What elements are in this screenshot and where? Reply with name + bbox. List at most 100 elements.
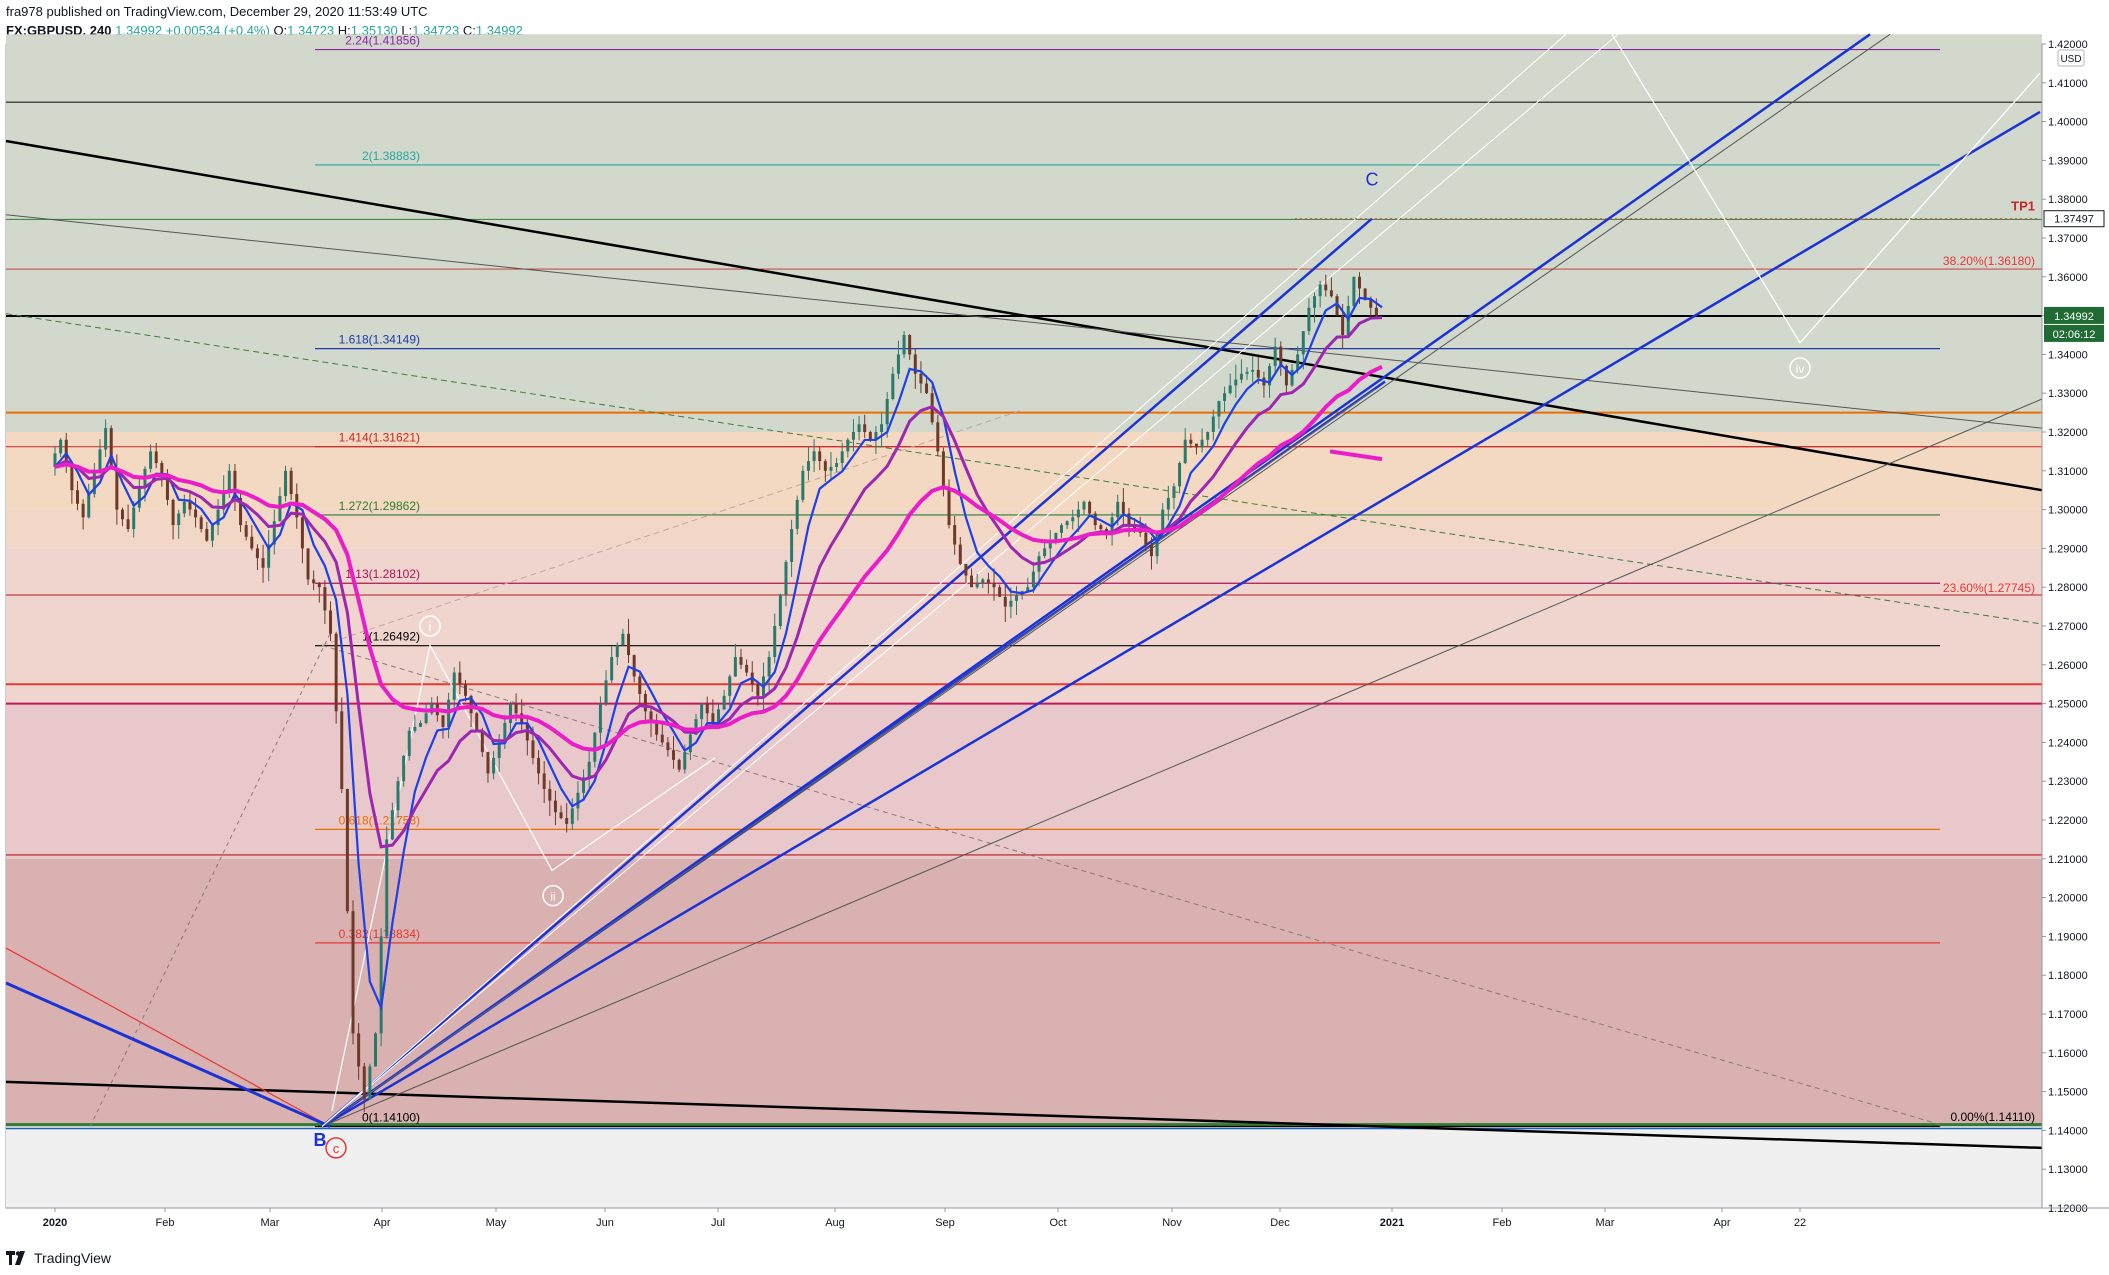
candle-body: [1009, 600, 1013, 607]
descending-trend-line: [5, 139, 2043, 492]
price-axis: [2042, 44, 2109, 1208]
candle-body: [548, 788, 552, 801]
currency-label: USD: [2060, 54, 2081, 65]
candle-body: [475, 713, 479, 731]
wave-label: i: [429, 619, 432, 634]
candle-body: [160, 463, 164, 475]
candle-body: [992, 583, 996, 588]
candle-body: [767, 657, 771, 677]
candle-body: [396, 781, 400, 811]
candle-body: [227, 470, 231, 491]
time-tick-label: Apr: [373, 1217, 390, 1229]
candle-body: [941, 451, 945, 489]
moving-average-line: [54, 296, 1383, 1012]
candle-body: [418, 723, 422, 727]
candle-body: [593, 732, 597, 762]
candle-body: [553, 800, 557, 813]
candle-body: [953, 525, 957, 545]
wave-projection: [1611, 33, 2041, 344]
candle-body: [323, 587, 327, 611]
price-tick-label: 1.22000: [2048, 815, 2088, 827]
open-label: O:: [273, 23, 288, 38]
candle-body: [936, 422, 940, 452]
time-tick-label: Oct: [1049, 1217, 1066, 1229]
candle-body: [1211, 416, 1215, 432]
candle-body: [863, 424, 867, 432]
candle-body: [1116, 501, 1120, 518]
price-tick-label: 1.42000: [2048, 39, 2088, 51]
candle-body: [582, 777, 586, 793]
price-tick-label: 1.17000: [2048, 1009, 2088, 1021]
candle-body: [171, 499, 175, 526]
candle-body: [806, 461, 810, 471]
footer: TradingView: [6, 1247, 111, 1269]
low-label: L:: [401, 23, 413, 38]
candle-body: [964, 563, 968, 576]
wave-label: C: [1366, 170, 1379, 190]
high-value: 1.35130: [350, 23, 398, 38]
candle-body: [745, 664, 749, 673]
candle-body: [919, 373, 923, 384]
candle-body: [1318, 284, 1322, 297]
fib-retracement-label: 38.20%(1.36180): [1943, 254, 2035, 268]
candle-body: [109, 428, 113, 469]
candle-body: [711, 713, 715, 723]
time-tick-label: Sep: [935, 1217, 955, 1229]
zone-band: [6, 432, 2042, 510]
candle-body: [733, 657, 737, 677]
candle-body: [598, 703, 602, 733]
candle-body: [345, 788, 349, 912]
candle-body: [1239, 373, 1243, 380]
candle-body: [773, 626, 777, 658]
candle-body: [587, 761, 591, 778]
dashed-trend-line: [321, 644, 1941, 1126]
candle-body: [424, 713, 428, 723]
candle-body: [835, 463, 839, 467]
red-trend-line: [5, 947, 331, 1128]
candle-body: [497, 742, 501, 758]
fib-extension-label: 2.24(1.41856): [345, 34, 420, 48]
candle-body: [970, 575, 974, 588]
candle-body: [188, 501, 192, 510]
target-price-box: [2043, 210, 2105, 228]
candle-body: [1273, 346, 1277, 367]
candle-body: [1296, 354, 1300, 370]
candle-body: [1335, 296, 1339, 316]
candle-body: [688, 734, 692, 753]
candle-body: [503, 723, 507, 743]
candle-body: [480, 730, 484, 753]
tradingview-brand[interactable]: TradingView: [34, 1250, 112, 1266]
candle-body: [1031, 571, 1035, 588]
candle-body: [374, 1033, 378, 1067]
candle-body: [486, 752, 490, 774]
time-tick-label: 2020: [43, 1217, 67, 1229]
bottom-trend-line: [5, 1080, 2043, 1150]
candle-body: [615, 645, 619, 658]
price-tick-label: 1.18000: [2048, 970, 2088, 982]
candle-body: [627, 633, 631, 656]
zone-band: [6, 34, 2042, 433]
symbol-label: FX:GBPUSD, 240: [6, 23, 112, 38]
candle-body: [329, 610, 333, 634]
moving-average-line: [1329, 449, 1383, 462]
candle-body: [851, 432, 855, 440]
candle-body: [874, 432, 878, 440]
candle-body: [149, 451, 153, 469]
open-value: 1.34723: [287, 23, 335, 38]
price-tick-label: 1.20000: [2048, 893, 2088, 905]
candle-body: [390, 810, 394, 840]
price-tick-label: 1.36000: [2048, 272, 2088, 284]
dashed-trend-line: [321, 410, 1021, 646]
price-tick-label: 1.34000: [2048, 349, 2088, 361]
grey-trend-line: [5, 214, 2043, 429]
price-change: +0.00534 (+0.4%): [165, 23, 270, 38]
fib-extension-label: 1.13(1.28102): [345, 567, 420, 581]
wave-circle: [1789, 357, 1811, 379]
candle-body: [312, 579, 316, 584]
candle-body: [1329, 290, 1333, 297]
candle-body: [818, 451, 822, 462]
candle-body: [306, 548, 310, 580]
zone-band: [6, 548, 2042, 704]
time-tick-label: Jun: [596, 1217, 614, 1229]
